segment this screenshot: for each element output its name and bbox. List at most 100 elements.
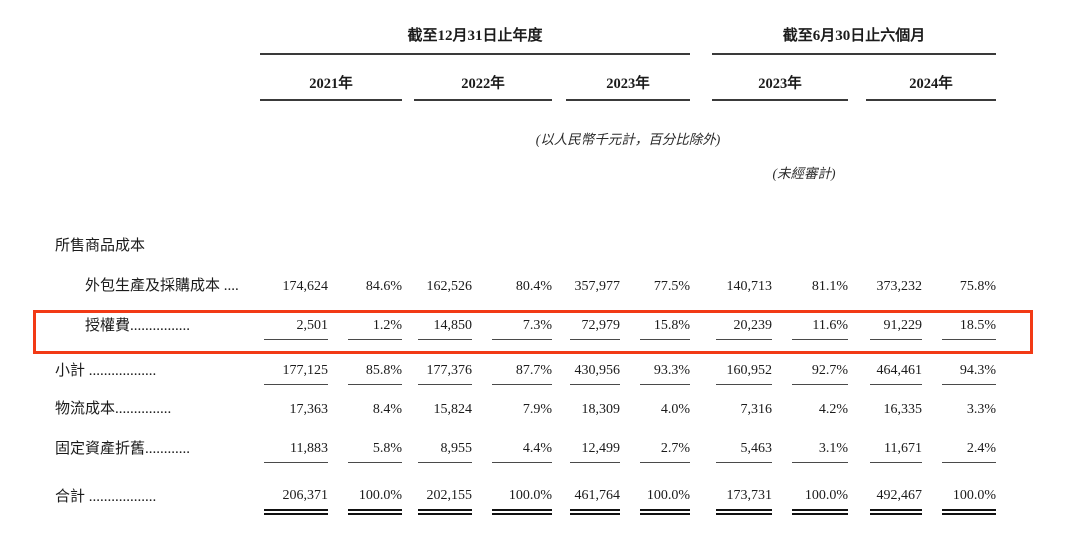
row-label: 物流成本............... [55,401,172,417]
cell-2021-value: 177,125 [260,340,328,385]
gap-row [55,182,996,230]
cell-text: 464,461 [870,363,922,385]
row-label: 授權費................ [85,318,191,334]
spacer [690,340,712,385]
row-logistics: 物流成本............... 17,363 8.4% 15,824 7… [55,385,996,423]
cell-2022-value: 8,955 [414,423,472,463]
cell-text: 4.2% [818,402,848,417]
row-outsourced-production: 外包生產及採購成本 .... 174,624 84.6% 162,526 80.… [55,260,996,300]
spacer [552,423,566,463]
row-total: 合計 .................. 206,371 100.0% 202… [55,463,996,515]
document-page: 截至12月31日止年度 截至6月30日止六個月 2021年 2022年 2023… [0,14,1080,552]
cell-2023-value: 430,956 [566,340,620,385]
unaudited-note-row: (未經審計) [55,148,996,182]
spacer [552,260,566,300]
row-label-cell: 固定資產折舊............ [55,423,260,463]
spacer [402,300,414,340]
row-label: 固定資產折舊............ [55,441,191,457]
header-six-months-jun30: 截至6月30日止六個月 [712,14,996,55]
cell-2021-value: 2,501 [260,300,328,340]
cell-2022-pct: 7.9% [472,385,552,423]
cell-2023-pct: 77.5% [620,260,690,300]
cell-text: 162,526 [426,279,473,294]
header-year-2023-interim: 2023年 [712,54,848,101]
cell-text: 160,952 [716,363,772,385]
spacer [690,260,712,300]
cell-2022-value: 162,526 [414,260,473,300]
cell-2022-pct: 80.4% [472,260,552,300]
spacer [552,385,566,423]
cell-2021-value: 174,624 [260,260,329,300]
cell-text: 5,463 [716,441,772,463]
header-year-2021: 2021年 [260,54,402,101]
spacer [690,54,712,100]
header-years-row: 2021年 2022年 2023年 2023年 2024年 [55,54,996,101]
spacer [848,54,866,100]
cell-text: 4.4% [492,441,552,463]
spacer [260,230,996,260]
cell-text: 177,125 [264,363,328,385]
cell-2024h1-pct: 3.3% [922,385,996,423]
spacer [402,385,414,423]
unaudited-note: (未經審計) [772,166,836,181]
spacer [848,148,996,182]
cell-text: 373,232 [876,279,923,294]
cell-2023h1-value: 5,463 [712,423,772,463]
cell-2022-value: 177,376 [414,340,472,385]
cell-2024h1-value: 91,229 [866,300,922,340]
spacer [848,260,866,300]
units-note: (以人民幣千元計，百分比除外) [535,132,721,147]
cell-2023-value: 12,499 [566,423,620,463]
cell-text: 12,499 [570,441,620,463]
cell-text: 100.0% [942,488,996,515]
cell-2024h1-pct: 2.4% [922,423,996,463]
spacer [690,14,712,54]
row-label-cell: 小計 .................. [55,340,260,385]
cell-2024h1-value: 373,232 [866,260,923,300]
cell-text: 5.8% [348,441,402,463]
cell-text: 93.3% [640,363,690,385]
cell-2023h1-value: 173,731 [712,463,772,515]
cell-2023h1-pct: 11.6% [772,300,848,340]
cell-2023-value: 461,764 [566,463,620,515]
cell-text: 173,731 [716,488,772,515]
cell-2023h1-pct: 81.1% [772,260,848,300]
cell-text: 85.8% [348,363,402,385]
spacer [848,423,866,463]
spacer [55,14,260,54]
cell-text: 2.4% [942,441,996,463]
cell-text: 11.6% [792,318,848,340]
cell-text: 177,376 [418,363,472,385]
cell-2023-value: 72,979 [566,300,620,340]
cell-text: 4.0% [660,402,690,417]
units-note-row: (以人民幣千元計，百分比除外) [55,100,996,148]
cell-2022-value: 15,824 [414,385,473,423]
spacer [848,300,866,340]
section-header-row: 所售商品成本 [55,230,996,260]
cell-text: 492,467 [870,488,922,515]
cell-2024h1-value: 464,461 [866,340,922,385]
cell-2023-pct: 15.8% [620,300,690,340]
cell-2021-pct: 1.2% [328,300,402,340]
cell-2022-pct: 7.3% [472,300,552,340]
cell-text: 92.7% [792,363,848,385]
cell-text: 20,239 [716,318,772,340]
row-subtotal: 小計 .................. 177,125 85.8% 177,… [55,340,996,385]
cell-text: 15,824 [433,402,473,417]
cell-text: 17,363 [289,402,329,417]
cell-text: 100.0% [640,488,690,515]
spacer [55,54,260,100]
cell-2024h1-pct: 94.3% [922,340,996,385]
cell-2023h1-value: 20,239 [712,300,772,340]
spacer [690,463,712,511]
cell-text: 18.5% [942,318,996,340]
cell-text: 72,979 [570,318,620,340]
spacer [402,423,414,463]
row-label: 小計 .................. [55,363,157,379]
cell-2022-pct: 100.0% [472,463,552,515]
cell-2022-value: 202,155 [414,463,472,515]
row-label-cell: 外包生產及採購成本 .... [55,260,260,300]
cell-text: 100.0% [792,488,848,515]
cell-text: 87.7% [492,363,552,385]
cell-2024h1-value: 16,335 [866,385,923,423]
